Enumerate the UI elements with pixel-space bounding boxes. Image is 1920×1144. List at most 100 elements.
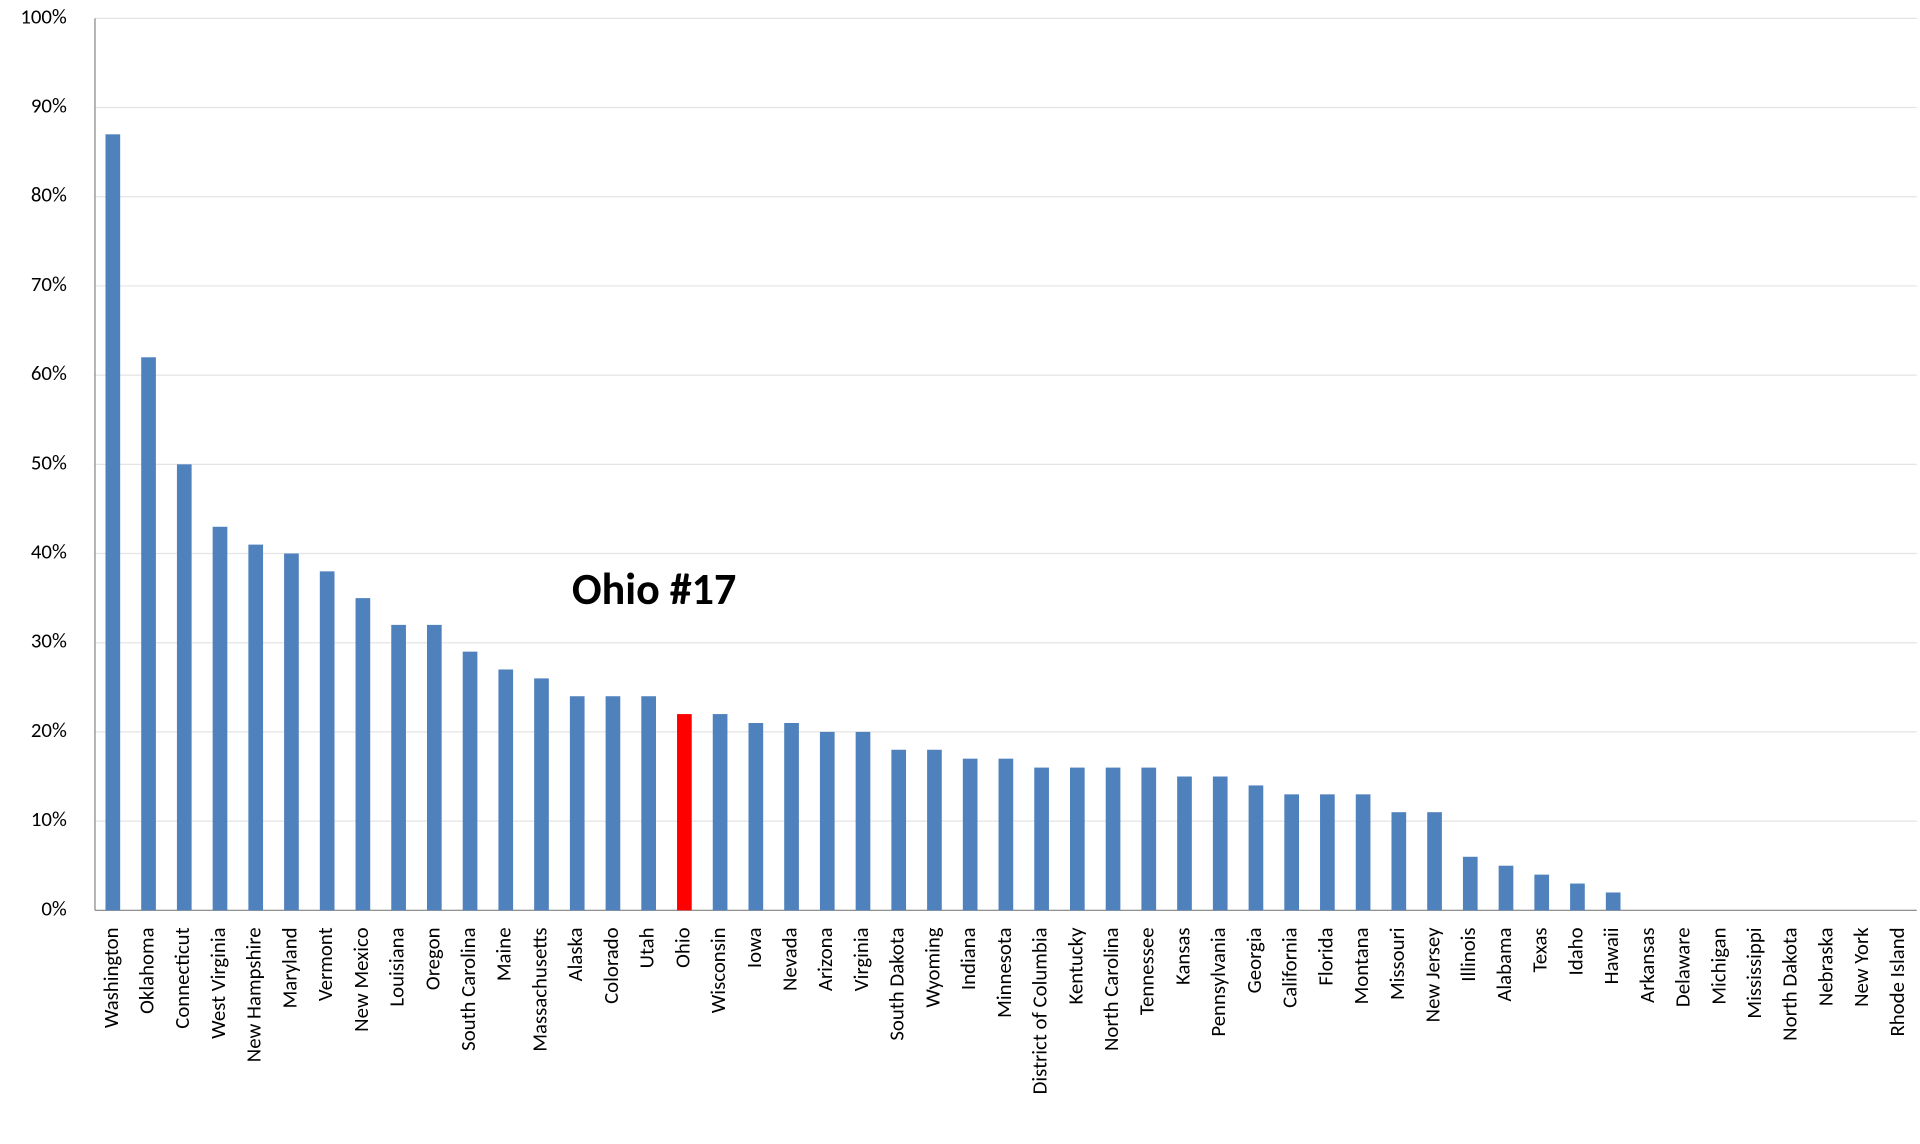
x-tick-label: New Jersey (1420, 927, 1446, 1022)
bar (426, 624, 442, 911)
bar (319, 571, 335, 911)
bar (569, 696, 585, 911)
x-tick-label: New Hampshire (241, 927, 267, 1062)
annotation: Ohio #17 (572, 562, 736, 616)
x-tick-label: North Dakota (1777, 927, 1803, 1040)
bar (1462, 856, 1478, 911)
x-tick-label: Connecticut (169, 927, 195, 1028)
x-tick-label: Idaho (1562, 927, 1588, 975)
x-tick-label: Iowa (741, 927, 767, 968)
bar (176, 464, 192, 911)
x-tick-label: Louisiana (384, 927, 410, 1006)
y-tick-label: 50% (31, 449, 67, 475)
bar (498, 669, 514, 911)
x-tick-label: Nevada (777, 927, 803, 991)
x-tick-label: Georgia (1241, 927, 1267, 993)
x-tick-label: Texas (1527, 927, 1553, 972)
bar (1427, 812, 1442, 911)
y-tick-label: 10% (31, 806, 67, 832)
y-tick-label: 100% (20, 3, 67, 29)
x-tick-label: Utah (634, 927, 660, 968)
bar (248, 544, 264, 911)
x-tick-label: Maryland (276, 927, 302, 1008)
bar (605, 696, 621, 911)
x-tick-label: Missouri (1384, 927, 1410, 1000)
bar (462, 651, 478, 911)
y-tick-label: 90% (31, 93, 67, 119)
x-tick-label: Vermont (312, 927, 338, 1001)
bar (998, 758, 1014, 911)
y-tick-label: 60% (31, 360, 67, 386)
x-tick-label: North Carolina (1098, 927, 1124, 1051)
x-tick-label: Rhode Island (1884, 927, 1910, 1036)
x-tick-label: Hawaii (1598, 927, 1624, 984)
bar (1177, 776, 1192, 911)
x-tick-label: Oklahoma (134, 927, 160, 1013)
bar (1141, 767, 1157, 911)
bar (927, 749, 942, 911)
x-tick-label: Virginia (848, 927, 874, 991)
x-tick-label: Indiana (955, 927, 981, 990)
bar (1355, 794, 1371, 911)
y-tick-label: 70% (31, 271, 67, 297)
y-tick-label: 40% (31, 538, 67, 564)
bar (1570, 883, 1585, 911)
x-tick-label: Pennsylvania (1205, 927, 1231, 1036)
x-tick-label: Alabama (1491, 927, 1517, 1001)
bar (748, 722, 764, 911)
x-tick-label: Delaware (1670, 927, 1696, 1007)
x-tick-label: Kentucky (1062, 927, 1088, 1005)
x-tick-label: South Carolina (455, 927, 481, 1050)
bar (1498, 865, 1514, 911)
x-tick-label: Wyoming (919, 927, 945, 1007)
x-tick-label: Massachusetts (526, 927, 552, 1051)
x-tick-label: Maine (491, 927, 517, 981)
x-tick-label: Arkansas (1634, 927, 1660, 1003)
bar (712, 714, 728, 911)
x-tick-label: Minnesota (991, 927, 1017, 1018)
bar (1212, 776, 1228, 911)
bar (1320, 794, 1335, 911)
x-tick-label: Mississippi (1741, 927, 1767, 1018)
bar (212, 526, 228, 911)
bar (1284, 794, 1300, 911)
bar (1069, 767, 1085, 911)
x-tick-label: Washington (98, 927, 124, 1028)
x-tick-label: Arizona (812, 927, 838, 991)
x-tick-label: Kansas (1169, 927, 1195, 985)
bar (784, 722, 799, 911)
bar (391, 624, 406, 911)
x-tick-label: South Dakota (884, 927, 910, 1040)
x-tick-label: Tennessee (1134, 927, 1160, 1015)
y-tick-label: 30% (31, 628, 67, 654)
bar (1034, 767, 1049, 911)
x-tick-label: District of Columbia (1027, 927, 1053, 1094)
x-tick-label: Illinois (1455, 927, 1481, 981)
y-tick-label: 80% (31, 182, 67, 208)
bar (1534, 874, 1550, 911)
x-tick-label: Wisconsin (705, 927, 731, 1013)
x-tick-label: California (1277, 927, 1303, 1007)
x-tick-label: Montana (1348, 927, 1374, 1004)
bar (641, 696, 657, 911)
bar (105, 134, 121, 911)
y-tick-label: 0% (41, 895, 67, 921)
x-tick-label: Alaska (562, 927, 588, 981)
bar (855, 731, 871, 911)
bar (1248, 785, 1264, 911)
bar (819, 731, 835, 911)
x-tick-label: West Virginia (205, 927, 231, 1038)
bar (141, 357, 156, 911)
bar (891, 749, 907, 911)
x-tick-label: Florida (1312, 927, 1338, 985)
x-tick-label: Ohio (669, 927, 695, 967)
x-tick-label: Colorado (598, 927, 624, 1004)
bar (284, 553, 299, 911)
x-tick-label: New York (1848, 927, 1874, 1007)
x-tick-label: New Mexico (348, 927, 374, 1031)
bar (677, 714, 692, 911)
bar (534, 678, 549, 911)
bar (1391, 812, 1407, 911)
x-tick-label: Oregon (419, 927, 445, 990)
